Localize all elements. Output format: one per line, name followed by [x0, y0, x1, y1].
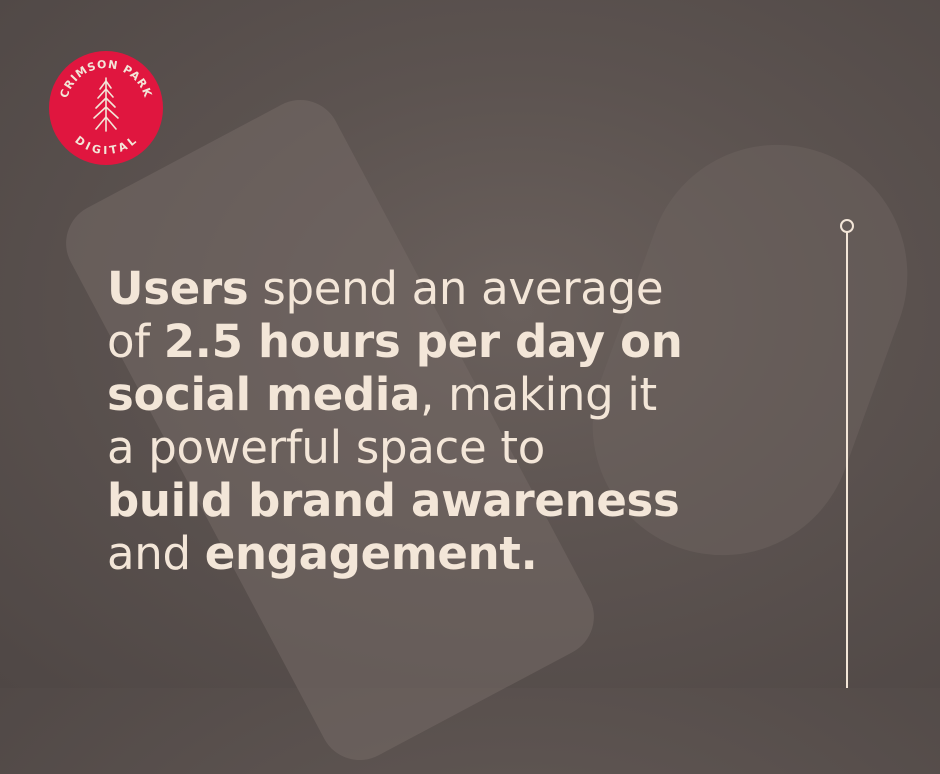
headline-text: , making it — [420, 368, 657, 421]
headline-line: a powerful space to — [107, 421, 683, 474]
headline-line: build brand awareness — [107, 474, 683, 527]
headline-text: a powerful space to — [107, 421, 545, 474]
headline-bold-text: 2.5 hours per day on — [163, 315, 683, 368]
pine-tree-icon — [93, 77, 119, 132]
headline: Users spend an average of 2.5 hours per d… — [107, 262, 683, 580]
line-end-dot — [840, 219, 854, 233]
headline-bold-text: social media — [107, 368, 421, 421]
headline-text: spend an average — [248, 262, 664, 315]
headline-line: of 2.5 hours per day on — [107, 315, 683, 368]
headline-line: and engagement. — [107, 527, 683, 580]
headline-bold-text: engagement. — [204, 527, 538, 580]
headline-line: social media, making it — [107, 368, 683, 421]
svg-text:DIGITAL: DIGITAL — [72, 133, 139, 157]
headline-bold-text: Users — [107, 262, 249, 315]
headline-bold-text: build brand awareness — [107, 474, 680, 527]
headline-line: Users spend an average — [107, 262, 683, 315]
crimson-park-digital-logo: CRIMSON PARK DIGITAL — [49, 51, 163, 165]
vertical-divider — [846, 232, 848, 688]
headline-text: of — [107, 315, 164, 368]
headline-text: and — [107, 527, 205, 580]
